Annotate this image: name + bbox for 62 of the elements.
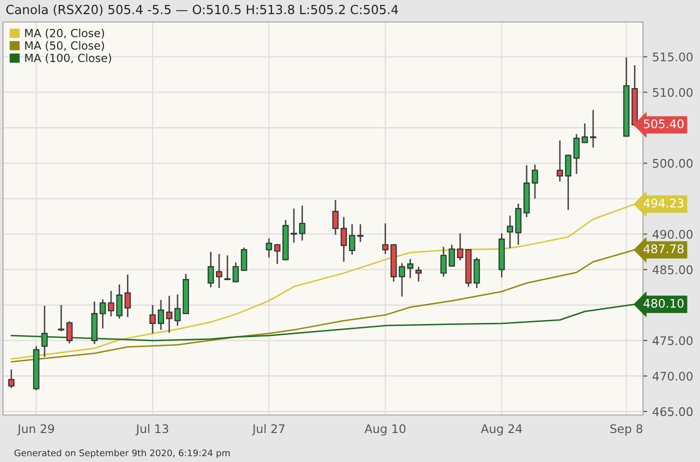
candlestick (348, 223, 356, 256)
candlestick (565, 154, 572, 211)
candlestick (398, 262, 406, 298)
candlestick (457, 232, 464, 262)
annotation: 505.40 (644, 119, 684, 128)
candlestick (332, 199, 339, 236)
candlestick (8, 368, 14, 389)
chart-title: Canola (RSX20) 505.4 -5.5 — O:510.5 H:513.8 L:505.2 C:505.4 (6, 4, 398, 16)
candlestick (266, 238, 272, 258)
candlestick (149, 304, 156, 334)
candlestick (573, 133, 580, 175)
candlestick (124, 274, 131, 318)
legend-label: MA (20, Close) (25, 28, 104, 39)
candlestick (108, 290, 114, 318)
candlestick (100, 298, 106, 330)
candlestick (224, 254, 231, 281)
legend-label: MA (50, Close) (25, 41, 104, 51)
candlestick (474, 256, 480, 289)
candlestick (407, 258, 414, 279)
candlestick (274, 243, 280, 265)
candlestick (158, 299, 164, 331)
candlestick (532, 164, 538, 200)
annotation: 494.23 (644, 198, 684, 208)
candlestick (506, 214, 514, 249)
y-tick-label: 470.00 (652, 372, 693, 381)
text: Generated on September 9th 2020, 6:19:24 pm (14, 449, 230, 458)
y-tick-label: 475.00 (652, 336, 693, 346)
candlestick (582, 122, 588, 144)
annotation: 487.78 (644, 244, 684, 254)
candlestick (116, 284, 122, 320)
candlestick (41, 305, 48, 358)
y-tick-label: 500.00 (652, 158, 693, 168)
candlestick (216, 253, 222, 289)
x-tick-label: Jun 29 (17, 424, 54, 436)
y-tick-label: 465.00 (652, 407, 693, 416)
candlestick (448, 244, 455, 268)
annotation: 480.10 (644, 298, 684, 308)
candlestick (340, 216, 347, 262)
candlestick (174, 294, 181, 326)
candlestick (357, 223, 364, 243)
x-tick-label: Aug 10 (364, 424, 406, 436)
y-tick-label: 490.00 (652, 230, 693, 239)
x-tick-label: Jul 13 (135, 424, 168, 436)
candlestick (232, 262, 239, 284)
candlestick (208, 251, 214, 288)
candlestick (590, 109, 596, 148)
y-tick-label: 515.00 (652, 52, 693, 62)
candlestick (556, 140, 564, 182)
candlestick (166, 295, 172, 334)
candlestick (382, 222, 388, 255)
candlestick (58, 304, 64, 332)
candlestick (299, 205, 306, 242)
x-tick-label: Aug 24 (480, 424, 522, 436)
candlestick (440, 246, 447, 278)
candlestick (415, 266, 422, 282)
legend-label: MA (100, Close) (25, 54, 112, 64)
y-tick-label: 485.00 (652, 265, 693, 274)
candlestick (66, 320, 73, 344)
candlestick (240, 246, 248, 272)
y-tick-label: 510.00 (652, 88, 693, 97)
x-tick-label: Sep 8 (610, 424, 642, 436)
x-tick-label: Jul 27 (252, 424, 284, 436)
